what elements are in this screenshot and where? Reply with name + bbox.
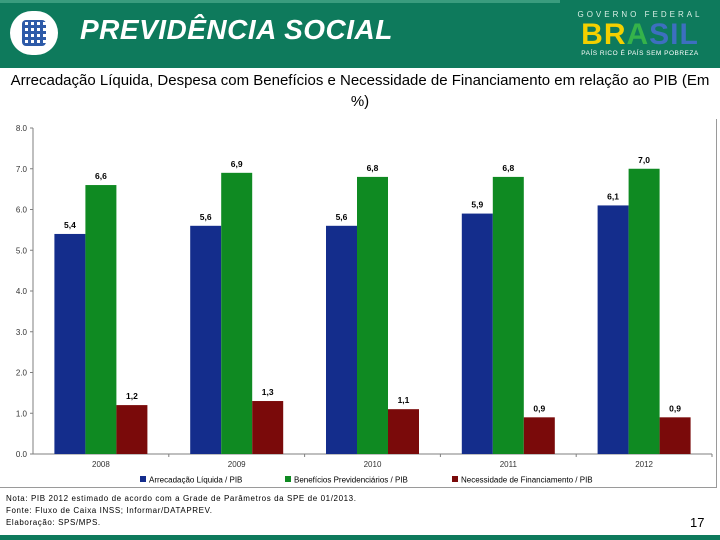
header-bar: PREVIDÊNCIA SOCIAL GOVERNO FEDERAL BRASI…	[0, 0, 720, 68]
brasil-logo-part3: SIL	[649, 18, 699, 51]
y-tick-label: 8.0	[16, 124, 28, 133]
previdencia-logo-grid-icon	[22, 20, 46, 46]
bar-2010-0	[326, 225, 357, 454]
note-line: Nota: PIB 2012 estimado de acordo com a …	[6, 494, 357, 503]
gov-label: GOVERNO FEDERAL	[577, 10, 703, 19]
data-label: 6,6	[95, 171, 107, 181]
legend-label: Necessidade de Financiamento / PIB	[461, 476, 593, 485]
bar-2010-1	[357, 176, 388, 454]
bar-2008-2	[116, 405, 148, 454]
bar-2012-1	[628, 168, 660, 454]
y-tick-label: 3.0	[16, 328, 28, 337]
data-label: 1,3	[262, 387, 274, 397]
brasil-logo: BRASIL	[572, 20, 708, 50]
chart-title: Arrecadação Líquida, Despesa com Benefíc…	[10, 72, 710, 110]
legend-label: Benefícios Previdenciários / PIB	[294, 476, 408, 485]
bar-2008-1	[85, 185, 117, 455]
data-label: 5,4	[64, 220, 76, 230]
data-label: 7,0	[638, 155, 650, 165]
data-label: 0,9	[533, 403, 545, 413]
y-tick-label: 2.0	[16, 369, 28, 378]
x-tick-label: 2011	[500, 460, 518, 469]
bar-2009-0	[190, 225, 222, 454]
x-tick-label: 2012	[635, 460, 653, 469]
x-tick-label: 2009	[228, 460, 246, 469]
bar-2012-0	[597, 205, 629, 454]
chart-frame	[0, 119, 717, 488]
data-label: 6,8	[502, 163, 514, 173]
legend-swatch	[452, 476, 458, 482]
data-label: 5,6	[200, 212, 212, 222]
footnotes: Nota: PIB 2012 estimado de acordo com a …	[6, 493, 357, 529]
y-tick-label: 0.0	[16, 450, 28, 459]
x-tick-label: 2010	[364, 460, 382, 469]
bar-2012-2	[659, 417, 691, 454]
y-tick-label: 7.0	[16, 165, 28, 174]
bar-2008-0	[54, 233, 86, 454]
elaboration-line: Elaboração: SPS/MPS.	[6, 518, 101, 527]
header-top-line	[0, 0, 560, 3]
data-label: 5,9	[471, 200, 483, 210]
footer-bar	[0, 535, 720, 540]
y-tick-label: 4.0	[16, 287, 28, 296]
brand-title: PREVIDÊNCIA SOCIAL	[80, 14, 393, 45]
bar-2011-2	[523, 417, 555, 454]
legend-swatch	[285, 476, 291, 482]
data-label: 6,1	[607, 191, 619, 201]
brasil-logo-part1: BR	[581, 18, 627, 51]
x-tick-label: 2008	[92, 460, 110, 469]
y-tick-label: 5.0	[16, 246, 28, 255]
legend-swatch	[140, 476, 146, 482]
data-label: 1,1	[398, 395, 410, 405]
bar-2010-2	[388, 409, 419, 454]
bar-2009-1	[221, 172, 253, 454]
source-line: Fonte: Fluxo de Caixa INSS; Informar/DAT…	[6, 506, 213, 515]
y-tick-label: 1.0	[16, 409, 28, 418]
bar-2011-1	[492, 176, 524, 454]
data-label: 1,2	[126, 391, 138, 401]
data-label: 6,8	[367, 163, 379, 173]
bar-2009-2	[252, 401, 284, 454]
data-label: 6,9	[231, 159, 243, 169]
brasil-logo-part2: A	[626, 18, 650, 51]
bar-2011-0	[461, 213, 493, 454]
y-tick-label: 6.0	[16, 206, 28, 215]
data-label: 5,6	[336, 212, 348, 222]
data-label: 0,9	[669, 403, 681, 413]
legend-label: Arrecadação Líquida / PIB	[149, 476, 242, 485]
gov-slogan: PAÍS RICO É PAÍS SEM POBREZA	[581, 50, 699, 57]
page-number: 17	[690, 515, 705, 530]
